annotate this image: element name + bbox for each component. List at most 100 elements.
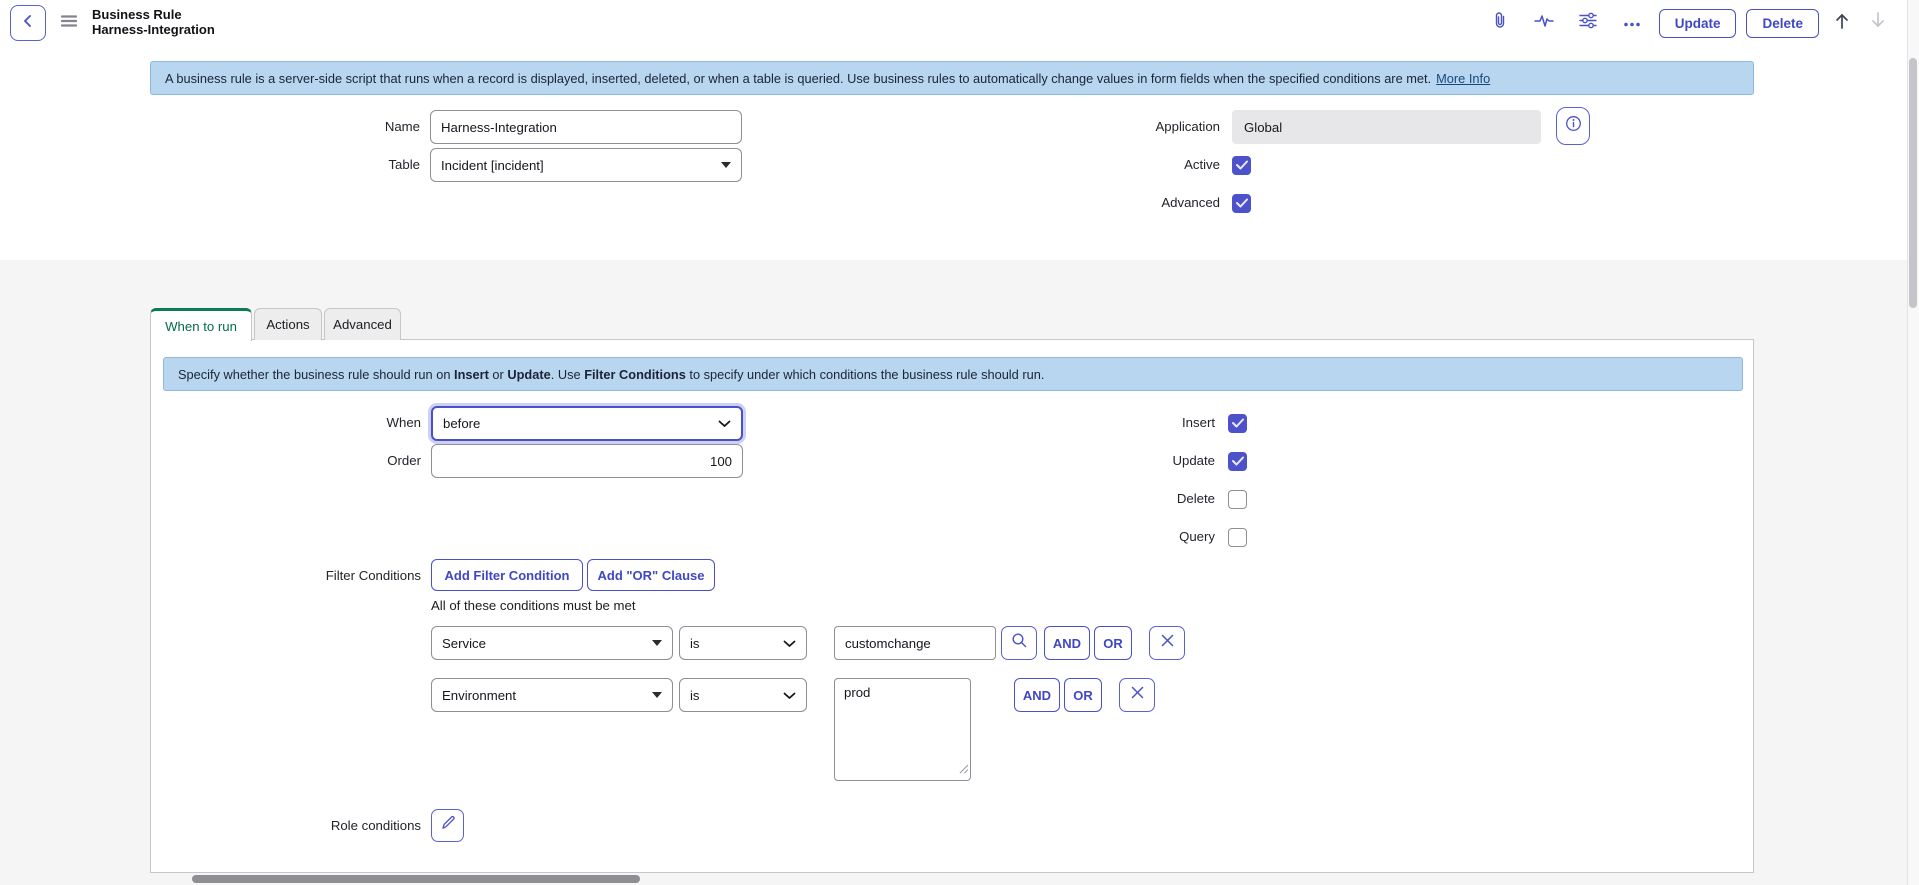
delete-condition-button[interactable] — [1149, 626, 1185, 660]
next-record-button[interactable] — [1865, 10, 1891, 36]
update-label: Update — [1172, 453, 1215, 468]
and-button[interactable]: AND — [1044, 626, 1090, 660]
description-banner-text: A business rule is a server-side script … — [165, 70, 1432, 86]
when-to-run-banner: Specify whether the business rule should… — [163, 357, 1743, 391]
condition-operator-value: is — [690, 635, 700, 651]
info-icon — [1565, 115, 1582, 137]
hamburger-menu-icon — [60, 14, 78, 33]
and-button[interactable]: AND — [1014, 678, 1060, 712]
chevron-down-icon — [718, 416, 731, 431]
add-or-clause-button[interactable]: Add "OR" Clause — [587, 559, 715, 591]
delete-label: Delete — [1176, 491, 1215, 506]
vertical-scrollbar-thumb[interactable] — [1909, 58, 1917, 308]
condition-field-value: Environment — [442, 687, 517, 703]
condition-field-select[interactable]: Environment — [431, 678, 673, 712]
description-banner: A business rule is a server-side script … — [150, 61, 1754, 95]
application-label: Application — [1155, 119, 1220, 134]
horizontal-scrollbar-thumb[interactable] — [192, 875, 640, 883]
form-context-menu-button[interactable] — [58, 12, 80, 34]
more-options-button[interactable] — [1615, 8, 1649, 38]
when-select[interactable]: before — [431, 406, 743, 441]
order-label: Order — [387, 453, 421, 468]
ellipsis-icon — [1623, 14, 1641, 32]
condition-operator-select[interactable]: is — [679, 678, 807, 712]
pencil-icon — [440, 815, 456, 836]
update-checkbox[interactable] — [1228, 452, 1247, 471]
check-icon — [1231, 453, 1244, 471]
delete-checkbox[interactable] — [1228, 490, 1247, 509]
vertical-scrollbar-track[interactable] — [1907, 0, 1919, 885]
tab-label: Actions — [266, 317, 310, 332]
check-icon — [1235, 195, 1248, 213]
delete-condition-button[interactable] — [1119, 678, 1155, 712]
condition-operator-value: is — [690, 687, 700, 703]
record-type: Business Rule — [92, 7, 182, 23]
close-icon — [1161, 634, 1174, 652]
paperclip-icon — [1491, 11, 1509, 35]
chevron-down-icon — [783, 636, 796, 651]
insert-label: Insert — [1182, 415, 1215, 430]
when-to-run-panel: Specify whether the business rule should… — [150, 339, 1754, 873]
active-checkbox[interactable] — [1232, 156, 1251, 175]
query-label: Query — [1179, 529, 1215, 544]
delete-button[interactable]: Delete — [1746, 8, 1819, 38]
activity-pulse-icon — [1533, 13, 1554, 34]
update-button[interactable]: Update — [1658, 8, 1737, 38]
name-label: Name — [384, 119, 420, 134]
tab-actions[interactable]: Actions — [254, 308, 322, 340]
application-field: Global — [1232, 110, 1541, 144]
filter-conditions-label: Filter Conditions — [325, 568, 421, 583]
tab-label: When to run — [165, 318, 237, 334]
personalize-form-button[interactable] — [1571, 8, 1605, 38]
form-header: Business Rule Harness-Integration — [0, 0, 1907, 46]
table-label: Table — [388, 157, 420, 172]
resize-grip-icon[interactable] — [959, 761, 969, 779]
search-icon — [1011, 632, 1028, 654]
or-button[interactable]: OR — [1064, 678, 1102, 712]
role-conditions-label: Role conditions — [330, 818, 421, 833]
caret-down-icon — [721, 162, 731, 168]
active-label: Active — [1184, 157, 1220, 172]
record-title: Business Rule Harness-Integration — [92, 7, 215, 38]
order-input[interactable] — [431, 444, 743, 478]
table-select-value: Incident [incident] — [441, 157, 544, 173]
condition-value-textarea[interactable]: prod — [834, 678, 971, 781]
check-icon — [1231, 415, 1244, 433]
condition-operator-select[interactable]: is — [679, 626, 807, 660]
arrow-up-icon — [1834, 11, 1850, 35]
activity-button[interactable] — [1527, 8, 1561, 38]
previous-record-button[interactable] — [1829, 10, 1855, 36]
sliders-icon — [1579, 12, 1597, 34]
application-info-button[interactable] — [1556, 107, 1590, 145]
more-info-link[interactable]: More Info — [1436, 70, 1491, 86]
add-filter-condition-button[interactable]: Add Filter Condition — [431, 559, 583, 591]
back-button[interactable] — [10, 5, 46, 41]
name-input[interactable] — [430, 110, 742, 144]
advanced-label: Advanced — [1161, 195, 1220, 210]
arrow-down-icon — [1870, 11, 1886, 35]
check-icon — [1235, 157, 1248, 175]
condition-field-value: Service — [442, 635, 486, 651]
edit-role-conditions-button[interactable] — [431, 809, 464, 842]
query-checkbox[interactable] — [1228, 528, 1247, 547]
condition-field-select[interactable]: Service — [431, 626, 673, 660]
chevron-down-icon — [783, 688, 796, 703]
tab-advanced[interactable]: Advanced — [324, 308, 401, 340]
caret-down-icon — [652, 692, 662, 698]
banner-text: Specify whether the business rule should… — [178, 366, 1045, 382]
condition-match-text: All of these conditions must be met — [431, 598, 636, 613]
table-select[interactable]: Incident [incident] — [430, 148, 742, 182]
when-label: When — [386, 415, 421, 430]
advanced-checkbox[interactable] — [1232, 194, 1251, 213]
caret-down-icon — [652, 640, 662, 646]
when-select-value: before — [443, 416, 481, 431]
close-icon — [1131, 686, 1144, 704]
record-name: Harness-Integration — [92, 22, 215, 37]
reference-lookup-button[interactable] — [1001, 626, 1037, 660]
or-button[interactable]: OR — [1094, 626, 1132, 660]
condition-value-input[interactable] — [834, 626, 996, 660]
attachments-button[interactable] — [1483, 8, 1517, 38]
insert-checkbox[interactable] — [1228, 414, 1247, 433]
tab-when-to-run[interactable]: When to run — [150, 308, 252, 341]
